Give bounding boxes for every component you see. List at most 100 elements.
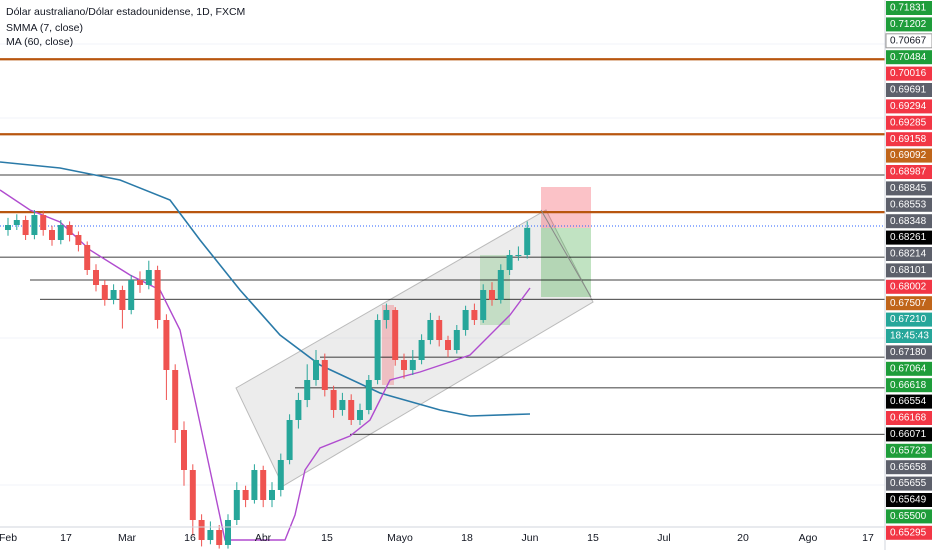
candle-body xyxy=(84,245,91,270)
candle-body xyxy=(154,270,161,320)
candle-body xyxy=(242,490,249,500)
candle-body xyxy=(277,460,284,490)
price-tag xyxy=(886,525,932,540)
candle-body xyxy=(145,270,152,285)
candle-body xyxy=(453,330,460,350)
price-tag xyxy=(886,443,932,458)
price-tag xyxy=(886,427,932,442)
price-tag xyxy=(886,329,932,343)
candle-body xyxy=(31,215,38,235)
price-tag-text: 0.68987 xyxy=(890,167,927,178)
price-tag-text: 0.67210 xyxy=(890,314,927,325)
candle-body xyxy=(374,320,381,380)
price-tag xyxy=(886,509,932,524)
price-tag xyxy=(886,1,932,15)
price-tag xyxy=(886,214,932,229)
candle-body xyxy=(497,270,504,300)
price-tag xyxy=(886,230,932,245)
price-tag xyxy=(886,50,932,65)
price-tag xyxy=(886,476,932,491)
indicator: SMMA (7, close) xyxy=(6,22,83,34)
candle-body xyxy=(181,430,187,470)
time-label: 17 xyxy=(60,532,72,544)
candle-body xyxy=(436,320,443,340)
time-label: 17 xyxy=(862,532,874,544)
candle-body xyxy=(93,270,99,285)
price-tag-text: 0.65500 xyxy=(890,511,927,522)
symbol-title: Dólar australiano/Dólar estadounidense, … xyxy=(6,6,245,18)
price-tag-text: 0.65295 xyxy=(890,527,927,538)
candle-body xyxy=(128,280,135,310)
price-tag-text: 0.68553 xyxy=(890,199,927,210)
candle-body xyxy=(49,230,55,240)
price-tag xyxy=(886,197,932,212)
candle-body xyxy=(198,520,205,540)
price-tag-text: 0.68845 xyxy=(890,183,927,194)
levels xyxy=(0,58,885,435)
price-tag xyxy=(886,263,932,278)
candle-body xyxy=(137,280,143,285)
candle-body xyxy=(348,400,355,420)
candle-body xyxy=(269,490,275,500)
price-tag xyxy=(886,115,932,130)
candle-body xyxy=(401,360,407,370)
price-tag-text: 0.69285 xyxy=(890,117,927,128)
price-tag-text: 0.67507 xyxy=(890,298,927,309)
price-tag xyxy=(886,493,932,507)
smma-line xyxy=(0,189,531,541)
price-tag-text: 0.65649 xyxy=(890,495,927,506)
time-label: 15 xyxy=(587,532,599,544)
candle-body xyxy=(225,520,231,545)
candle-body xyxy=(119,290,126,310)
projection xyxy=(540,209,592,298)
price-tag-text: 0.71202 xyxy=(890,19,927,30)
price-tag xyxy=(886,99,932,114)
time-label: Ago xyxy=(799,532,818,544)
candle-body xyxy=(286,420,293,460)
time-label: Mayo xyxy=(387,532,413,544)
price-tag-text: 0.68214 xyxy=(890,249,927,260)
price-tag-text: 0.69092 xyxy=(890,150,927,161)
price-tag-text: 0.67064 xyxy=(890,363,927,374)
candle-body xyxy=(471,310,478,320)
price-tag xyxy=(886,279,932,294)
price-tag-text: 0.69158 xyxy=(890,134,927,145)
price-tag xyxy=(886,247,932,261)
grid xyxy=(0,43,885,486)
candle-body xyxy=(480,290,487,320)
price-tag-text: 0.66071 xyxy=(890,429,927,440)
candle-body xyxy=(462,310,469,330)
candle-body xyxy=(66,225,73,235)
time-label: Abr xyxy=(255,532,272,544)
candle-body xyxy=(101,285,108,300)
price-tag-text: 0.68348 xyxy=(890,216,927,227)
price-tag xyxy=(886,312,932,327)
price-tag-text: 0.71831 xyxy=(890,3,927,14)
price-tag-text: 18:45:43 xyxy=(890,331,929,342)
candle-body xyxy=(515,255,522,256)
price-tag xyxy=(886,17,932,32)
candle-body xyxy=(357,410,363,420)
candle-body xyxy=(524,227,531,255)
candle-body xyxy=(418,340,425,360)
candle-body xyxy=(506,255,513,270)
candle-body xyxy=(365,380,372,410)
price-tag-text: 0.65655 xyxy=(890,478,927,489)
candle-body xyxy=(5,225,11,230)
indicator: MA (60, close) xyxy=(6,36,73,48)
time-label: 18 xyxy=(461,532,473,544)
candle-body xyxy=(163,320,170,370)
ma-line xyxy=(0,161,531,417)
time-label: Jun xyxy=(522,532,539,544)
candle-body xyxy=(383,310,390,320)
candle-body xyxy=(304,380,311,400)
price-tag xyxy=(886,411,932,425)
price-tag xyxy=(886,148,932,163)
highlight xyxy=(382,305,394,385)
time-label: 16 xyxy=(184,532,196,544)
price-tag xyxy=(886,83,932,97)
candles xyxy=(5,210,531,549)
time-label: Jul xyxy=(657,532,670,544)
